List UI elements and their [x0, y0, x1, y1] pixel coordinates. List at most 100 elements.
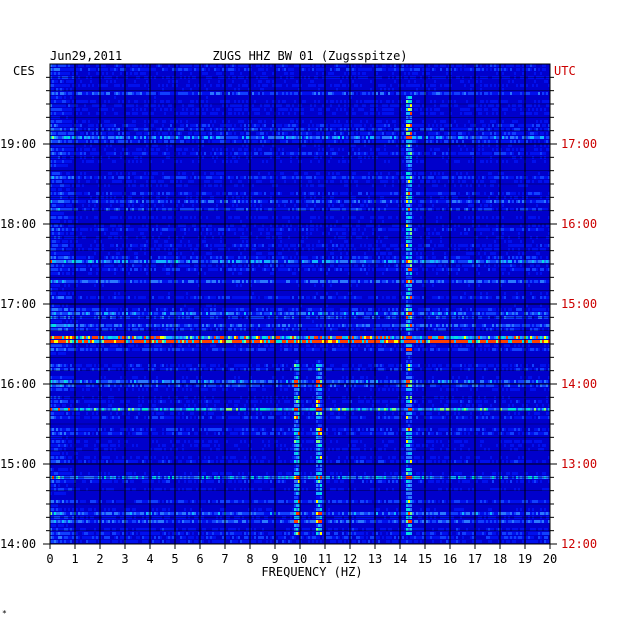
heatmap-cell: [242, 120, 244, 123]
heatmap-cell: [358, 200, 360, 203]
heatmap-cell: [470, 128, 472, 131]
heatmap-cell: [492, 140, 494, 143]
heatmap-cell: [208, 132, 210, 135]
heatmap-cell: [420, 112, 422, 115]
heatmap-cell: [468, 208, 470, 211]
heatmap-cell: [104, 104, 106, 107]
heatmap-cell: [414, 208, 416, 211]
heatmap-cell: [512, 104, 514, 107]
heatmap-cell: [258, 172, 260, 175]
heatmap-cell: [436, 184, 438, 187]
heatmap-cell: [256, 112, 258, 115]
heatmap-cell: [236, 176, 238, 179]
heatmap-cell: [484, 104, 486, 107]
heatmap-cell: [372, 64, 374, 67]
heatmap-cell: [208, 184, 210, 187]
heatmap-cell: [402, 128, 404, 131]
heatmap-cell: [412, 180, 414, 183]
heatmap-cell: [214, 180, 216, 183]
heatmap-cell: [142, 112, 144, 115]
heatmap-cell: [386, 120, 388, 123]
heatmap-cell: [258, 112, 260, 115]
heatmap-cell: [66, 128, 68, 131]
heatmap-cell: [136, 208, 138, 211]
heatmap-cell: [432, 132, 434, 135]
heatmap-cell: [226, 228, 228, 231]
heatmap-cell: [292, 120, 294, 123]
heatmap-cell: [142, 68, 144, 71]
heatmap-cell: [88, 84, 90, 87]
heatmap-cell: [400, 132, 402, 135]
heatmap-cell: [540, 108, 542, 111]
heatmap-cell: [58, 204, 60, 207]
heatmap-cell: [518, 232, 520, 235]
heatmap-cell: [456, 124, 458, 127]
heatmap-cell: [162, 132, 164, 135]
heatmap-cell: [126, 132, 128, 135]
heatmap-cell: [472, 224, 474, 227]
heatmap-cell: [512, 140, 514, 143]
heatmap-cell: [210, 224, 212, 227]
heatmap-cell: [284, 68, 286, 71]
heatmap-cell: [156, 172, 158, 175]
heatmap-cell: [432, 136, 434, 139]
heatmap-cell: [160, 140, 162, 143]
heatmap-cell: [498, 216, 500, 219]
heatmap-cell: [78, 84, 80, 87]
heatmap-cell: [432, 124, 434, 127]
heatmap-cell: [250, 208, 252, 211]
heatmap-cell: [390, 108, 392, 111]
heatmap-cell: [418, 68, 420, 71]
heatmap-cell: [388, 140, 390, 143]
heatmap-cell: [204, 112, 206, 115]
heatmap-cell: [508, 152, 510, 155]
heatmap-cell: [472, 204, 474, 207]
heatmap-cell: [464, 180, 466, 183]
heatmap-cell: [282, 208, 284, 211]
heatmap-cell: [406, 164, 408, 167]
heatmap-cell: [384, 152, 386, 155]
heatmap-cell: [132, 192, 134, 195]
heatmap-cell: [298, 104, 300, 107]
heatmap-cell: [400, 108, 402, 111]
heatmap-cell: [542, 92, 544, 95]
heatmap-cell: [138, 68, 140, 71]
heatmap-cell: [188, 64, 190, 67]
heatmap-cell: [196, 176, 198, 179]
heatmap-cell: [130, 180, 132, 183]
heatmap-cell: [134, 208, 136, 211]
heatmap-cell: [450, 228, 452, 231]
heatmap-cell: [58, 88, 60, 91]
heatmap-cell: [346, 240, 348, 243]
heatmap-cell: [342, 192, 344, 195]
heatmap-cell: [406, 224, 408, 227]
heatmap-cell: [282, 228, 284, 231]
heatmap-cell: [336, 64, 338, 67]
heatmap-cell: [538, 192, 540, 195]
heatmap-cell: [444, 64, 446, 67]
heatmap-cell: [404, 72, 406, 75]
heatmap-cell: [492, 108, 494, 111]
heatmap-cell: [432, 204, 434, 207]
heatmap-cell: [504, 112, 506, 115]
heatmap-cell: [204, 84, 206, 87]
heatmap-cell: [302, 112, 304, 115]
heatmap-cell: [522, 192, 524, 195]
heatmap-cell: [272, 180, 274, 183]
heatmap-cell: [238, 140, 240, 143]
heatmap-cell: [88, 148, 90, 151]
heatmap-cell: [234, 136, 236, 139]
heatmap-cell: [460, 172, 462, 175]
heatmap-cell: [272, 152, 274, 155]
heatmap-cell: [394, 64, 396, 67]
heatmap-cell: [350, 176, 352, 179]
heatmap-cell: [180, 68, 182, 71]
heatmap-cell: [372, 100, 374, 103]
heatmap-cell: [146, 240, 148, 243]
heatmap-cell: [88, 128, 90, 131]
heatmap-cell: [94, 100, 96, 103]
heatmap-cell: [480, 88, 482, 91]
heatmap-cell: [56, 72, 58, 75]
heatmap-cell: [296, 92, 298, 95]
heatmap-cell: [296, 80, 298, 83]
